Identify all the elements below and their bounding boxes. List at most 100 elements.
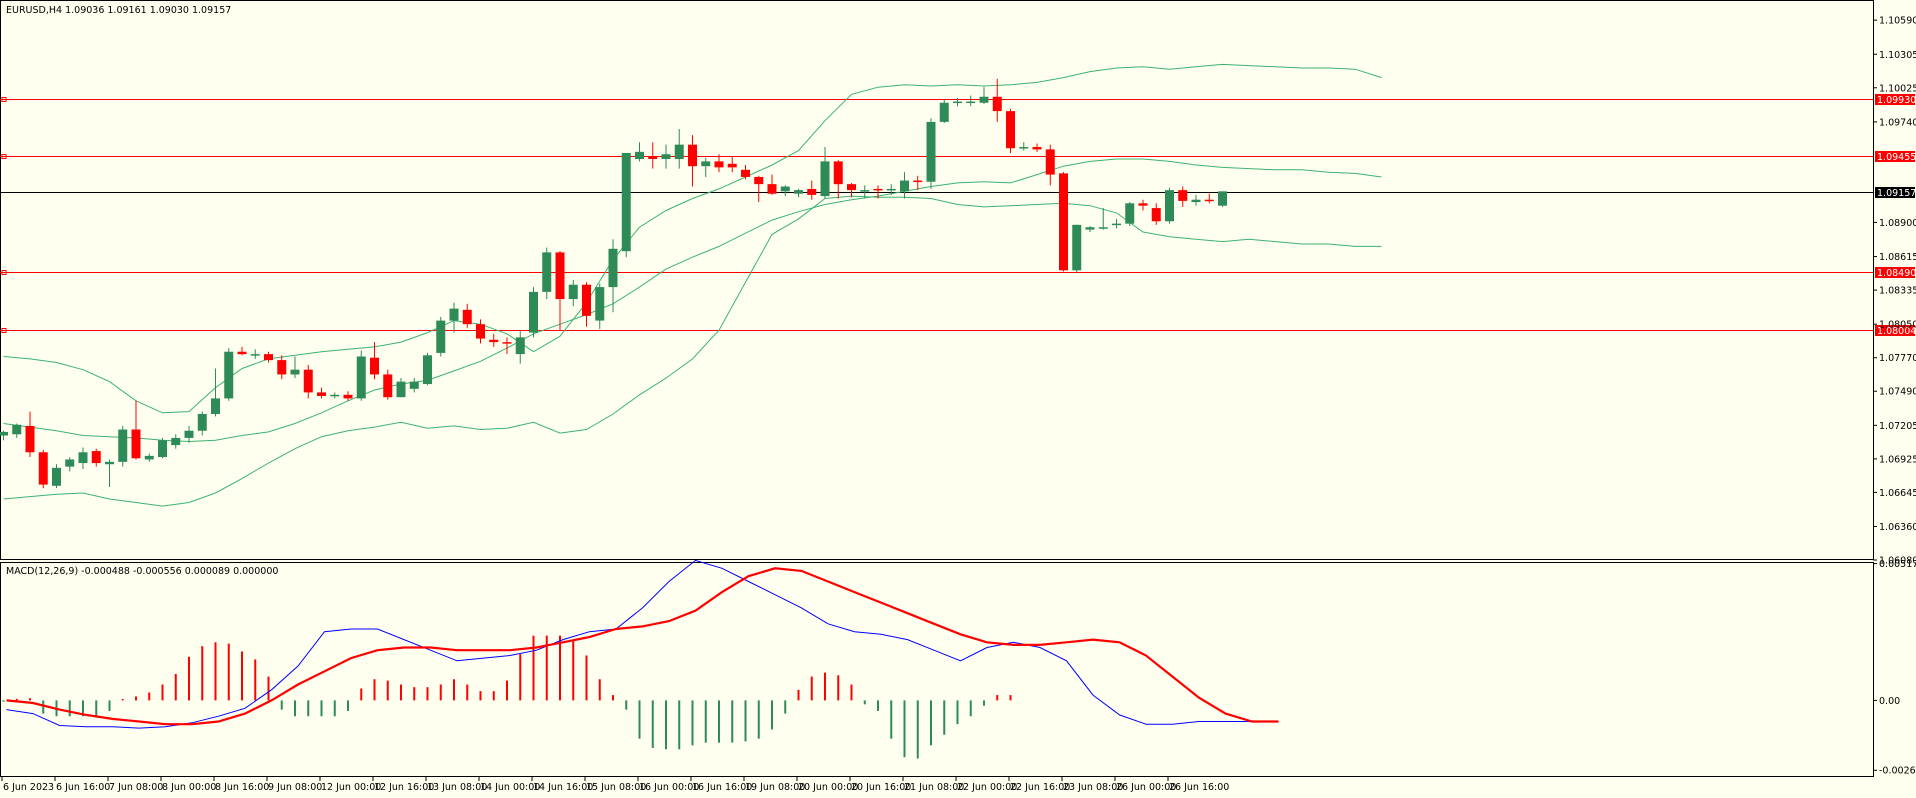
horizontal-levels[interactable]: 1.09930 1.09455 1.08490 1.08004 1.09157 [0,94,1916,337]
candle-bear [913,180,923,183]
candle-bear [502,342,512,344]
candle-bear [38,452,48,485]
price-tick-label: 1.08615 [1879,252,1916,263]
candle-bull [0,431,8,436]
candle-bull [621,153,631,252]
signal-line [6,567,1279,726]
candle-bull [356,356,366,399]
candle-bear [462,309,472,325]
candle-bear [476,324,485,339]
time-tick-label: 16 Jun 00:00 [639,782,699,793]
candle-bull [979,96,989,103]
candle-bull [52,467,61,486]
macd-tick-label: -0.002644 [1879,766,1916,777]
bollinger-middle-line [3,158,1382,443]
candle-bear [555,252,565,300]
level-handle [1,270,7,275]
candle-bull [820,161,830,197]
candle-bear [833,161,843,185]
price-panel-frame [0,0,1874,560]
candle-bull [674,144,684,160]
bollinger-bands [3,63,1382,507]
current-price-label: 1.09157 [1877,188,1916,199]
candle-bull [12,424,22,435]
candle-bear [1045,149,1055,175]
candle-bull [1085,227,1095,230]
candle-bear [688,144,697,167]
level-price-label: 1.09455 [1877,152,1916,163]
candle-bear [727,163,737,168]
symbol-info: EURUSD,H4 1.09036 1.09161 1.09030 1.0915… [6,5,231,16]
candle-bull [542,252,552,292]
current-price-tag [1875,187,1915,198]
candle-bull [926,121,936,182]
candle-bull [65,459,75,467]
candle-bear [131,429,141,459]
candle-bear [91,451,101,464]
time-tick-label: 26 Jun 16:00 [1169,782,1229,793]
level-price-label: 1.09930 [1877,95,1916,106]
candle-bear [582,284,591,316]
candle-bear [1059,173,1068,271]
candle-bull [595,287,605,321]
candle-bull [568,284,578,300]
candle-bull [939,102,949,122]
macd-tick-label: 0.005177 [1879,559,1916,570]
candle-bull [290,369,300,375]
time-tick-label: 23 Jun 08:00 [1063,782,1123,793]
candle-bear [714,161,724,168]
price-tick-label: 1.07490 [1879,387,1916,398]
candle-bear [489,339,499,343]
candle-bull [1098,227,1108,229]
candle-bull [171,437,181,446]
candle-bull [118,429,128,462]
price-tick-label: 1.08335 [1879,286,1916,297]
candle-bull [105,461,114,465]
time-tick-label: 9 Jun 08:00 [268,782,322,793]
candle-bear [1151,208,1161,222]
time-tick-label: 13 Jun 08:00 [427,782,487,793]
price-tick-label: 1.08050 [1879,320,1916,331]
candle-bull [780,186,790,192]
candle-bull [966,101,976,104]
macd-lines [6,559,1279,729]
candle-bull [515,337,525,355]
level-price-label: 1.08004 [1877,326,1916,337]
price-tick-label: 1.06080 [1879,556,1916,567]
price-tick-label: 1.10305 [1879,50,1916,61]
candle-bull [224,351,234,399]
level-price-tag [1875,151,1915,162]
candle-bull [330,394,340,397]
price-tick-label: 1.08900 [1879,218,1916,229]
level-price-label: 1.08490 [1877,268,1916,279]
candle-bear [303,369,313,393]
time-tick-label: 6 Jun 2023 [3,782,54,793]
macd-panel-frame [0,562,1874,777]
price-tick-label: 1.07205 [1879,421,1916,432]
candle-bear [343,394,353,399]
candle-bull [860,190,870,192]
candle-bull [661,154,671,160]
candle-bear [1204,199,1214,202]
candle-bull [1019,147,1029,149]
candle-bull [1191,199,1201,203]
time-tick-label: 22 Jun 16:00 [1010,782,1070,793]
candle-bear [767,184,777,194]
candle-bear [25,425,35,453]
candle-bear [264,354,273,361]
macd-tick-label: 0.00 [1879,696,1900,707]
price-tick-label: 1.06360 [1879,522,1916,533]
price-tick-label: 1.06645 [1879,488,1916,499]
time-tick-label: 20 Jun 16:00 [851,782,911,793]
price-tick-label: 1.10590 [1879,16,1916,27]
candle-bear [807,188,817,195]
candle-bull [436,320,446,353]
time-tick-label: 7 Jun 08:00 [109,782,163,793]
candle-bear [754,176,764,185]
time-tick-label: 8 Jun 00:00 [162,782,216,793]
candle-bull [158,440,167,458]
level-price-tag [1875,325,1915,336]
bollinger-upper-line [3,63,1382,414]
candle-bear [317,392,326,397]
macd-info: MACD(12,26,9) -0.000488 -0.000556 0.0000… [6,566,278,577]
